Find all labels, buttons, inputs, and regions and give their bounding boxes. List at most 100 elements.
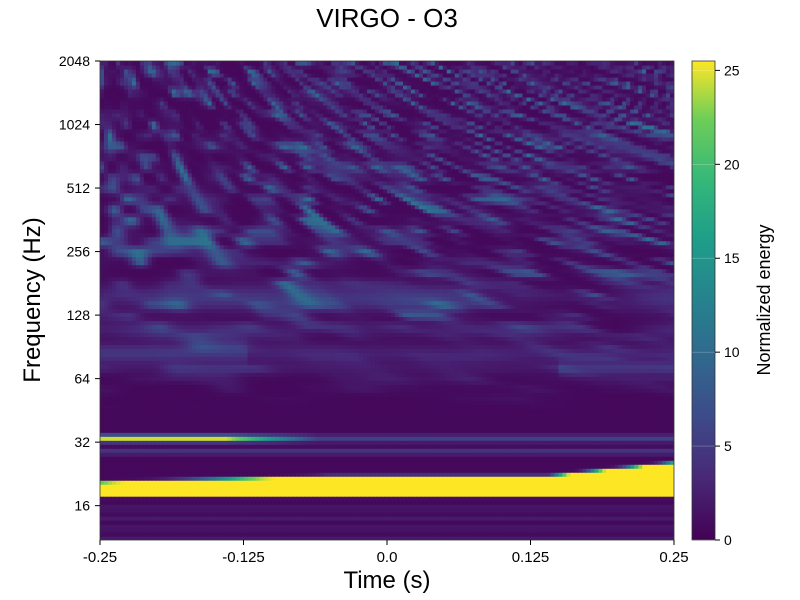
heatmap-cell bbox=[494, 512, 500, 517]
heatmap-cell bbox=[586, 424, 591, 429]
heatmap-cell bbox=[283, 408, 288, 413]
heatmap-cell bbox=[211, 484, 217, 489]
heatmap-cell bbox=[215, 468, 221, 473]
heatmap-cell bbox=[111, 528, 117, 533]
heatmap-cell bbox=[670, 424, 674, 429]
heatmap-cell bbox=[199, 476, 205, 481]
heatmap-cell bbox=[339, 456, 344, 461]
heatmap-cell bbox=[622, 484, 627, 489]
heatmap-cell bbox=[179, 512, 185, 517]
heatmap-cell bbox=[466, 424, 472, 429]
heatmap-cell bbox=[570, 476, 575, 481]
heatmap-cell bbox=[418, 428, 424, 433]
heatmap-cell bbox=[195, 456, 201, 461]
heatmap-cell bbox=[323, 424, 328, 429]
heatmap-cell bbox=[215, 524, 221, 529]
heatmap-cell bbox=[538, 416, 544, 421]
heatmap-cell bbox=[100, 508, 105, 513]
heatmap-cell bbox=[602, 444, 607, 449]
heatmap-cell bbox=[462, 504, 468, 509]
heatmap-cell bbox=[263, 436, 269, 441]
heatmap-cell bbox=[151, 536, 157, 540]
heatmap-cell bbox=[303, 536, 308, 540]
heatmap-cell bbox=[462, 408, 468, 413]
heatmap-cell bbox=[466, 480, 472, 485]
heatmap-cell bbox=[315, 524, 320, 529]
heatmap-cell bbox=[602, 524, 607, 529]
heatmap-cell bbox=[143, 468, 149, 473]
heatmap-cell bbox=[299, 512, 304, 517]
heatmap-cell bbox=[670, 536, 674, 540]
heatmap-cell bbox=[450, 532, 456, 537]
heatmap-cell bbox=[430, 448, 436, 453]
heatmap-cell bbox=[207, 504, 213, 509]
heatmap-cell bbox=[107, 472, 113, 477]
heatmap-cell bbox=[618, 484, 623, 489]
heatmap-cell bbox=[542, 464, 548, 469]
heatmap-cell bbox=[371, 436, 376, 441]
heatmap-cell bbox=[594, 456, 599, 461]
heatmap-cell bbox=[207, 488, 213, 493]
heatmap-cell bbox=[319, 432, 324, 437]
heatmap-cell bbox=[602, 528, 607, 533]
heatmap-cell bbox=[307, 496, 312, 501]
heatmap-cell bbox=[267, 420, 273, 425]
heatmap-cell bbox=[562, 412, 567, 417]
heatmap-cell bbox=[522, 508, 528, 513]
heatmap-cell bbox=[291, 400, 296, 405]
heatmap-cell bbox=[311, 520, 316, 525]
heatmap-cell bbox=[383, 420, 388, 425]
heatmap-cell bbox=[279, 416, 284, 421]
heatmap-cell bbox=[670, 440, 674, 445]
heatmap-cell bbox=[383, 416, 388, 421]
heatmap-cell bbox=[143, 516, 149, 521]
heatmap-cell bbox=[650, 416, 655, 421]
heatmap-cell bbox=[442, 424, 448, 429]
heatmap-cell bbox=[630, 456, 635, 461]
heatmap-cell bbox=[207, 472, 213, 477]
heatmap-cell bbox=[235, 488, 241, 493]
heatmap-cell bbox=[379, 452, 384, 457]
heatmap-cell bbox=[115, 436, 121, 441]
heatmap-cell bbox=[207, 456, 213, 461]
heatmap-cell bbox=[223, 536, 229, 540]
heatmap-cell bbox=[187, 412, 193, 417]
heatmap-cell bbox=[662, 528, 667, 533]
heatmap-cell bbox=[247, 432, 253, 437]
heatmap-cell bbox=[550, 504, 556, 509]
heatmap-cell bbox=[478, 508, 484, 513]
heatmap-cell bbox=[211, 492, 217, 497]
heatmap-cell bbox=[115, 484, 121, 489]
heatmap-cell bbox=[610, 488, 615, 493]
heatmap-cell bbox=[151, 504, 157, 509]
heatmap-cell bbox=[458, 480, 464, 485]
heatmap-cell bbox=[642, 536, 647, 540]
heatmap-cell bbox=[383, 480, 388, 485]
heatmap-cell bbox=[283, 532, 288, 537]
heatmap-cell bbox=[606, 412, 611, 417]
heatmap-cell bbox=[578, 464, 583, 469]
heatmap-cell bbox=[335, 488, 340, 493]
heatmap-cell bbox=[586, 452, 591, 457]
heatmap-cell bbox=[323, 416, 328, 421]
heatmap-cell bbox=[131, 436, 137, 441]
heatmap-cell bbox=[207, 424, 213, 429]
heatmap-cell bbox=[618, 444, 623, 449]
heatmap-cell bbox=[127, 448, 133, 453]
heatmap-cell bbox=[670, 408, 674, 413]
heatmap-cell bbox=[267, 436, 273, 441]
heatmap-cell bbox=[163, 460, 169, 465]
heatmap-cell bbox=[622, 408, 627, 413]
heatmap-cell bbox=[367, 512, 372, 517]
heatmap-cell bbox=[534, 528, 540, 533]
heatmap-cell bbox=[111, 456, 117, 461]
heatmap-cell bbox=[219, 436, 225, 441]
heatmap-cell bbox=[590, 480, 595, 485]
heatmap-cell bbox=[494, 516, 500, 521]
heatmap-cell bbox=[538, 468, 544, 473]
heatmap-cell bbox=[626, 512, 631, 517]
heatmap-cell bbox=[554, 528, 560, 533]
heatmap-cell bbox=[191, 432, 197, 437]
heatmap-cell bbox=[402, 444, 408, 449]
heatmap-cell bbox=[367, 464, 372, 469]
